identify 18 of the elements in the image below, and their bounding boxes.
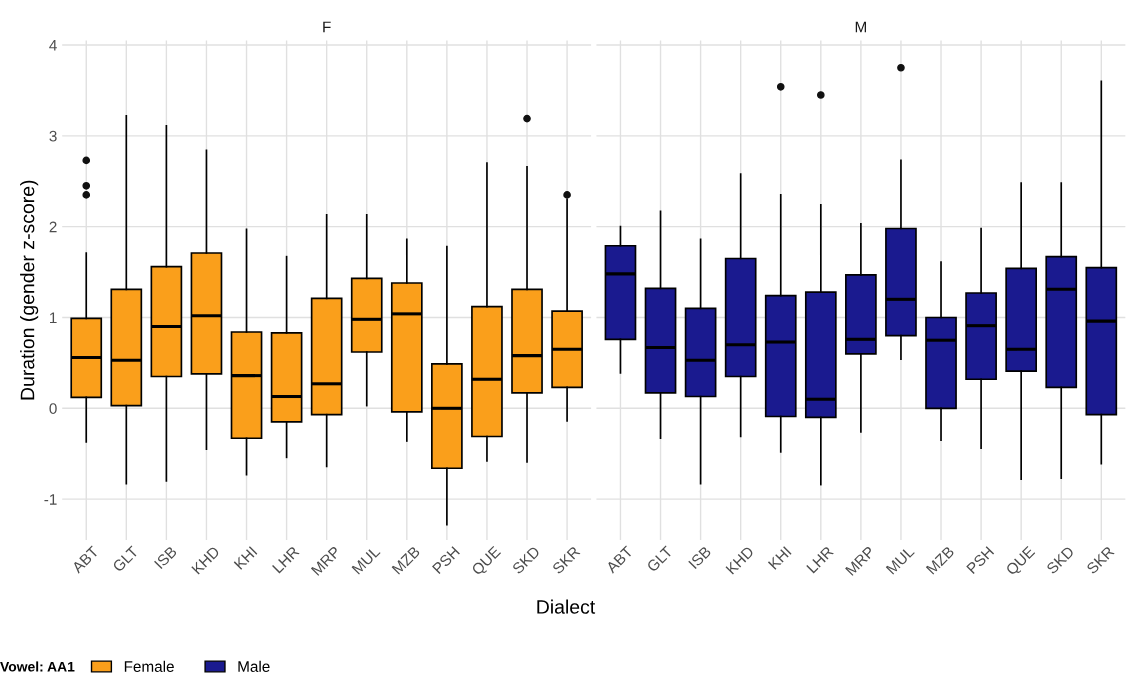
chart-title: F bbox=[323, 21, 331, 33]
legend-label: Male bbox=[238, 660, 270, 672]
chart-title: M bbox=[855, 21, 866, 33]
x-tick-label: KHI bbox=[767, 546, 792, 570]
y-tick-label: 3 bbox=[49, 130, 57, 142]
legend-label: Female bbox=[124, 660, 174, 672]
x-tick-label: ISB bbox=[688, 545, 712, 570]
x-tick-label: ISB bbox=[153, 545, 178, 570]
x-axis-title: Dialect bbox=[537, 599, 596, 614]
y-axis-title: Duration (gender z-score) bbox=[20, 180, 39, 400]
y-tick-label: 0 bbox=[49, 403, 57, 414]
y-tick-label: 1 bbox=[50, 312, 57, 324]
x-tick-label: MUL bbox=[351, 545, 381, 575]
y-tick-label: 2 bbox=[49, 221, 57, 233]
x-tick-label: KHI bbox=[233, 546, 258, 570]
legend-title: Vowel: AA1 bbox=[0, 661, 75, 672]
y-tick-label: -1 bbox=[44, 494, 57, 505]
y-tick-label: 4 bbox=[49, 40, 57, 51]
